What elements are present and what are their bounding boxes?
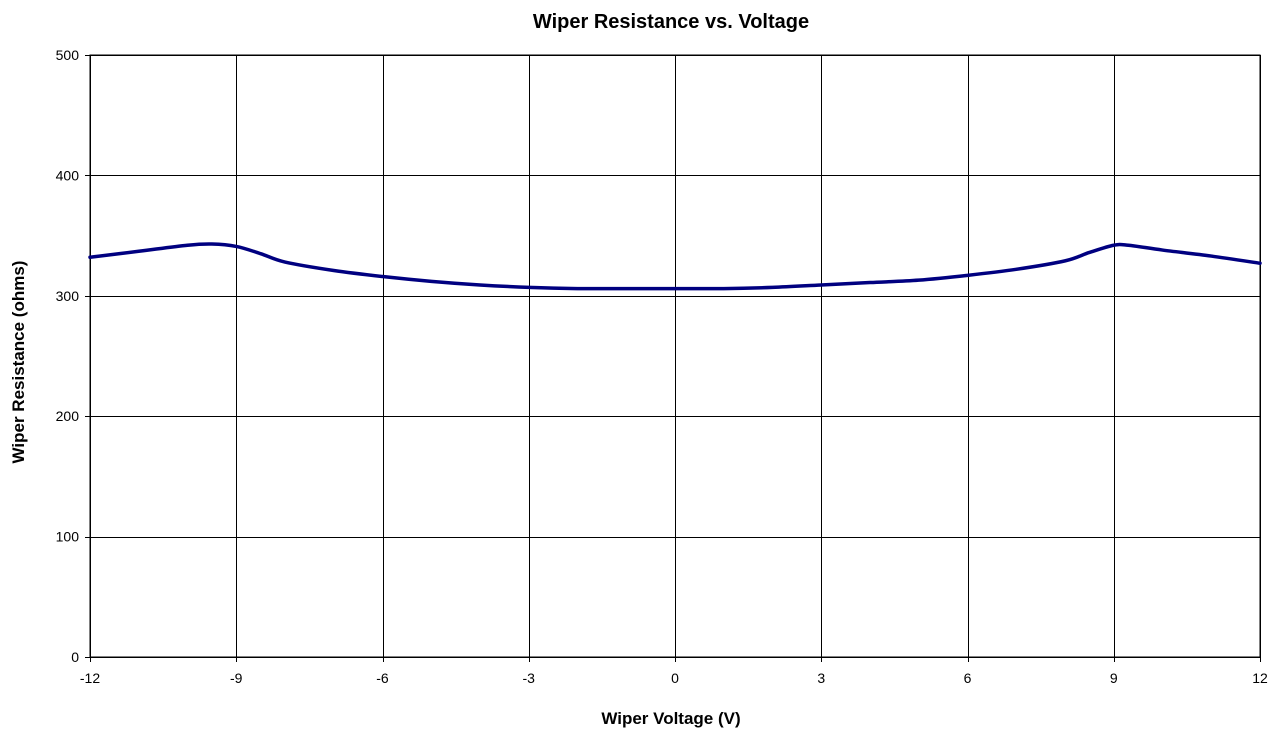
vertical-gridlines <box>90 55 1261 662</box>
y-axis-label: Wiper Resistance (ohms) <box>9 261 28 464</box>
y-tick-label: 100 <box>56 529 80 545</box>
chart-title: Wiper Resistance vs. Voltage <box>533 11 809 33</box>
y-tick-label: 500 <box>56 47 80 63</box>
x-tick-label: 0 <box>671 670 679 686</box>
horizontal-gridlines <box>85 55 1260 658</box>
y-tick-label: 200 <box>56 408 80 424</box>
x-tick-label: -3 <box>523 670 536 686</box>
y-tick-label: 400 <box>56 167 80 183</box>
x-tick-label: 12 <box>1252 670 1268 686</box>
series-layer <box>88 242 1262 291</box>
x-axis-label: Wiper Voltage (V) <box>601 709 740 728</box>
x-tick-label: 3 <box>817 670 825 686</box>
series-line <box>88 242 1262 291</box>
y-tick-label: 300 <box>56 288 80 304</box>
y-tick-label: 0 <box>71 649 79 665</box>
x-tick-label: -12 <box>80 670 100 686</box>
x-tick-label: -6 <box>376 670 389 686</box>
x-tick-label: -9 <box>230 670 243 686</box>
x-tick-label: 9 <box>1110 670 1118 686</box>
y-axis-ticks: 0 100 200 300 400 500 <box>56 47 80 665</box>
x-tick-label: 6 <box>964 670 972 686</box>
x-axis-ticks: -12 -9 -6 -3 0 3 6 9 12 <box>80 670 1268 686</box>
